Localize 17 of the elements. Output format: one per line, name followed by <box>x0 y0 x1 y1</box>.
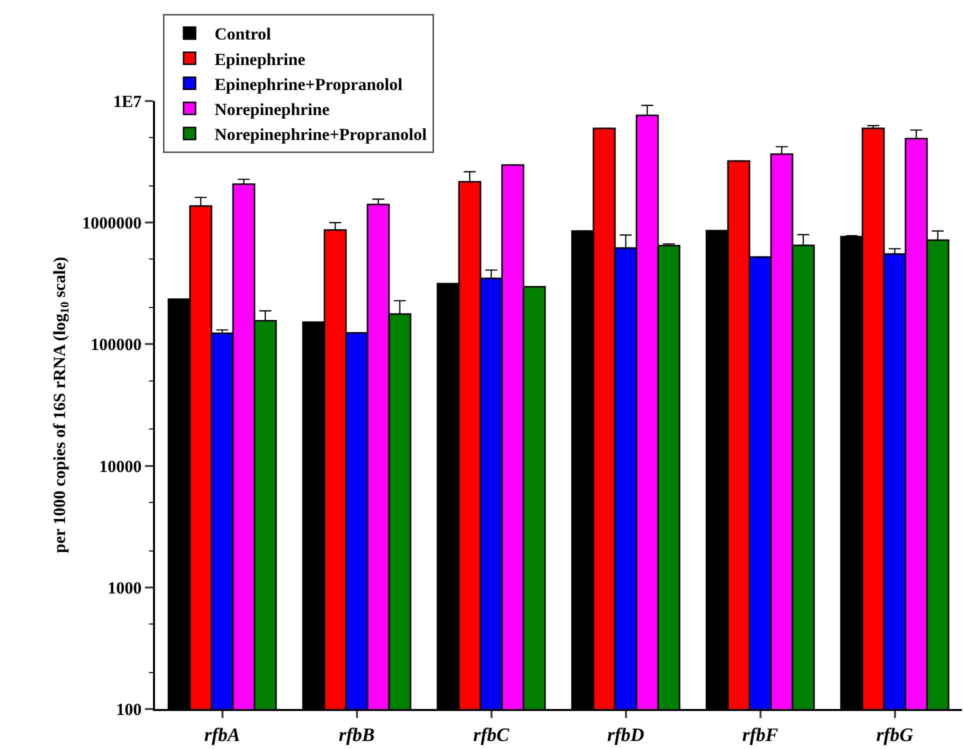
legend-label: Norepinephrine+Propranolol <box>214 125 427 144</box>
y-tick-label: 100 <box>116 700 142 719</box>
y-tick-label: 10000 <box>99 456 142 476</box>
x-tick-label: rfbG <box>876 724 914 746</box>
legend-label: Epinephrine <box>214 50 306 69</box>
x-tick-label: rfbF <box>742 724 779 746</box>
legend-label: Norepinephrine <box>214 100 330 120</box>
x-tick-label: rfbC <box>473 724 510 746</box>
legend-label: Epinephrine+Propranolol <box>214 74 403 94</box>
x-tick-label: rfbB <box>338 724 375 746</box>
y-tick-label: 1000 <box>108 578 142 598</box>
y-tick-label: 1000000 <box>82 214 142 233</box>
y-tick-label: 1E7 <box>113 92 142 111</box>
y-tick-label: 100000 <box>90 335 142 354</box>
legend-label: Control <box>214 24 272 44</box>
x-tick-label: rfbD <box>607 724 644 746</box>
x-tick-label: rfbA <box>204 724 240 746</box>
